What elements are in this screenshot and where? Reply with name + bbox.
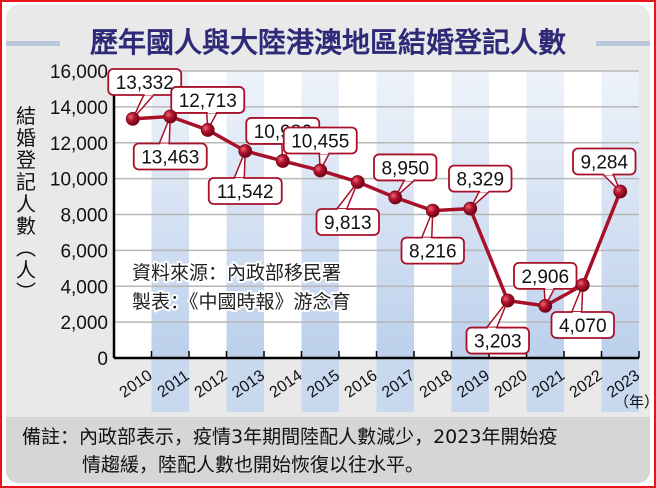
y-tick-label: 6,000 — [60, 241, 108, 262]
footnote-text: 備註：內政部表示，疫情3年期間陸配人數減少，2023年開始疫 情趨緩，陸配人數也… — [22, 423, 642, 479]
y-tick-label: 14,000 — [50, 98, 108, 119]
data-point-marker — [613, 184, 628, 199]
data-label: 3,203 — [465, 300, 530, 355]
svg-text:4,070: 4,070 — [559, 316, 607, 337]
y-axis-label-char: ︶ — [16, 280, 36, 304]
stripe-below-axis — [151, 358, 189, 412]
source-line: 資料來源：內政部移民署 — [132, 262, 341, 284]
y-tick-label: 4,000 — [60, 277, 108, 298]
x-tick-label: 2010 — [117, 367, 156, 401]
data-point-marker — [500, 293, 515, 308]
y-axis-label-char: 結 — [16, 104, 36, 128]
y-axis-label: 結婚登記人數 ︵ 人 ︶ — [14, 105, 38, 303]
x-tick-label: 2016 — [342, 367, 381, 401]
title-rule-left — [6, 41, 60, 46]
data-label: 8,216 — [400, 210, 465, 265]
data-label: 4,070 — [550, 284, 615, 339]
svg-text:8,216: 8,216 — [409, 242, 457, 263]
svg-text:13,463: 13,463 — [141, 148, 199, 169]
data-labels: 13,33213,46312,71311,54210,98610,4559,81… — [107, 68, 637, 355]
data-point-marker — [163, 109, 178, 124]
data-point-marker — [575, 278, 590, 292]
svg-text:9,813: 9,813 — [324, 213, 372, 234]
svg-text:12,713: 12,713 — [179, 91, 237, 112]
line-chart: 0 2,000 4,000 6,000 8,000 10,000 12,000 14,000 1… — [50, 62, 650, 412]
axes — [112, 71, 640, 360]
data-point-marker — [538, 298, 553, 313]
source-line: 製表：《中國時報》游念育 — [132, 290, 351, 313]
svg-text:3,203: 3,203 — [474, 332, 522, 353]
chart-panel: 歷年國人與大陸港澳地區結婚登記人數 結婚登記人數 ︵ 人 ︶ 0 2,000 4,000 6… — [6, 5, 650, 483]
y-tick-labels: 0 2,000 4,000 6,000 8,000 10,000 12,000 14,000 1… — [50, 62, 108, 370]
data-point-marker — [463, 201, 478, 216]
svg-text:10,455: 10,455 — [291, 131, 349, 152]
svg-text:8,329: 8,329 — [456, 170, 504, 191]
x-tick-label: 2022 — [567, 367, 606, 401]
data-point-marker — [238, 144, 253, 158]
data-label: 13,332 — [107, 68, 183, 120]
x-axis-unit: （年） — [614, 393, 650, 411]
data-label: 2,906 — [513, 261, 578, 309]
title-rule-right — [596, 41, 650, 46]
x-tick-label: 2020 — [492, 367, 531, 401]
stripe-below-axis — [226, 358, 264, 412]
data-label: 10,455 — [282, 126, 358, 174]
svg-text:13,332: 13,332 — [116, 73, 174, 94]
y-axis-label-char: 登 — [16, 148, 36, 172]
stripe-below-axis — [601, 358, 639, 412]
data-label: 9,284 — [572, 147, 637, 192]
data-point-marker — [425, 203, 440, 218]
data-point-marker — [313, 163, 328, 178]
stripe-below-axis — [451, 358, 489, 412]
data-label: 13,463 — [132, 116, 208, 171]
stripe-below-axis — [301, 358, 339, 412]
footnote-line-2: 情趨緩，陸配人數也開始恢復以往水平。 — [82, 454, 425, 476]
y-tick-label: 10,000 — [50, 170, 108, 191]
data-label: 11,542 — [207, 150, 283, 205]
y-axis-label-char: 數 — [16, 214, 36, 238]
x-tick-label: 2014 — [267, 367, 306, 401]
footnote-line-1: 備註：內政部表示，疫情3年期間陸配人數減少，2023年開始疫 — [22, 426, 558, 448]
stripe-below-axis — [376, 358, 414, 412]
x-tick-label: 2012 — [192, 367, 231, 401]
chart-title: 歷年國人與大陸港澳地區結婚登記人數 — [89, 26, 566, 59]
y-axis-label-char: ︵ — [16, 236, 36, 260]
data-point-marker — [200, 123, 215, 137]
y-axis-label-char: 婚 — [16, 126, 36, 150]
svg-text:8,950: 8,950 — [381, 158, 429, 179]
y-tick-label: 8,000 — [60, 206, 108, 227]
y-tick-label: 0 — [97, 349, 108, 370]
data-point-marker — [125, 111, 140, 126]
svg-text:11,542: 11,542 — [217, 182, 274, 203]
data-point-marker — [275, 154, 290, 168]
svg-text:9,284: 9,284 — [580, 152, 628, 173]
data-point-marker — [388, 190, 403, 205]
y-tick-label: 16,000 — [50, 62, 108, 83]
svg-text:2,906: 2,906 — [521, 267, 569, 288]
stripe-below-axis — [526, 358, 564, 412]
y-axis-label-char: 記 — [16, 170, 36, 194]
data-point-marker — [350, 175, 365, 189]
y-tick-label: 2,000 — [60, 313, 108, 334]
y-axis-label-char: 人 — [16, 258, 36, 282]
footnote-box: 備註：內政部表示，疫情3年期間陸配人數減少，2023年開始疫 情趨緩，陸配人數也… — [6, 417, 650, 483]
y-axis-label-char: 人 — [16, 192, 36, 216]
x-tick-label: 2018 — [417, 367, 456, 401]
y-tick-label: 12,000 — [50, 134, 108, 155]
data-label: 9,813 — [315, 181, 380, 236]
